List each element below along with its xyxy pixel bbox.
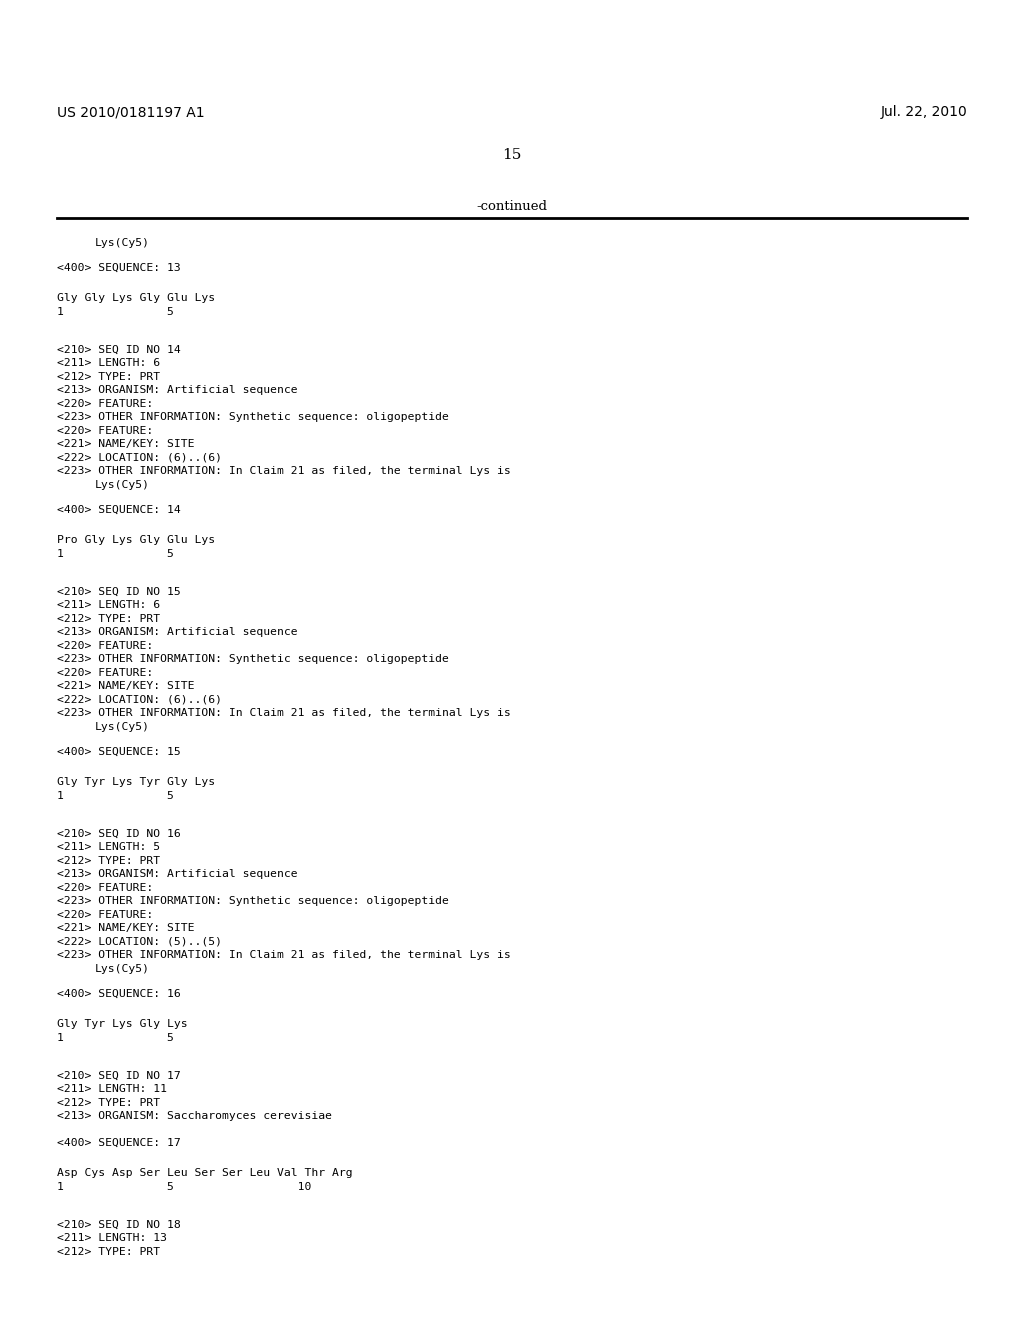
Text: Gly Tyr Lys Tyr Gly Lys: Gly Tyr Lys Tyr Gly Lys: [57, 777, 215, 787]
Text: <213> ORGANISM: Artificial sequence: <213> ORGANISM: Artificial sequence: [57, 627, 298, 638]
Text: Lys(Cy5): Lys(Cy5): [95, 480, 150, 490]
Text: <212> TYPE: PRT: <212> TYPE: PRT: [57, 614, 160, 624]
Text: <211> LENGTH: 11: <211> LENGTH: 11: [57, 1084, 167, 1094]
Text: <213> ORGANISM: Saccharomyces cerevisiae: <213> ORGANISM: Saccharomyces cerevisiae: [57, 1111, 332, 1121]
Text: Lys(Cy5): Lys(Cy5): [95, 238, 150, 248]
Text: 1               5: 1 5: [57, 549, 174, 558]
Text: <211> LENGTH: 5: <211> LENGTH: 5: [57, 842, 160, 851]
Text: <212> TYPE: PRT: <212> TYPE: PRT: [57, 855, 160, 866]
Text: <210> SEQ ID NO 18: <210> SEQ ID NO 18: [57, 1220, 181, 1230]
Text: <220> FEATURE:: <220> FEATURE:: [57, 642, 154, 651]
Text: <210> SEQ ID NO 14: <210> SEQ ID NO 14: [57, 345, 181, 355]
Text: <212> TYPE: PRT: <212> TYPE: PRT: [57, 372, 160, 381]
Text: <220> FEATURE:: <220> FEATURE:: [57, 668, 154, 678]
Text: <213> ORGANISM: Artificial sequence: <213> ORGANISM: Artificial sequence: [57, 869, 298, 879]
Text: <400> SEQUENCE: 17: <400> SEQUENCE: 17: [57, 1138, 181, 1148]
Text: <210> SEQ ID NO 17: <210> SEQ ID NO 17: [57, 1071, 181, 1081]
Text: <210> SEQ ID NO 15: <210> SEQ ID NO 15: [57, 587, 181, 597]
Text: <220> FEATURE:: <220> FEATURE:: [57, 426, 154, 436]
Text: Jul. 22, 2010: Jul. 22, 2010: [881, 106, 967, 119]
Text: 15: 15: [503, 148, 521, 162]
Text: US 2010/0181197 A1: US 2010/0181197 A1: [57, 106, 205, 119]
Text: <223> OTHER INFORMATION: Synthetic sequence: oligopeptide: <223> OTHER INFORMATION: Synthetic seque…: [57, 412, 449, 422]
Text: Lys(Cy5): Lys(Cy5): [95, 722, 150, 733]
Text: <400> SEQUENCE: 14: <400> SEQUENCE: 14: [57, 506, 181, 515]
Text: <222> LOCATION: (6)..(6): <222> LOCATION: (6)..(6): [57, 696, 222, 705]
Text: <223> OTHER INFORMATION: In Claim 21 as filed, the terminal Lys is: <223> OTHER INFORMATION: In Claim 21 as …: [57, 950, 511, 960]
Text: Pro Gly Lys Gly Glu Lys: Pro Gly Lys Gly Glu Lys: [57, 535, 215, 545]
Text: Lys(Cy5): Lys(Cy5): [95, 964, 150, 974]
Text: <212> TYPE: PRT: <212> TYPE: PRT: [57, 1098, 160, 1107]
Text: <220> FEATURE:: <220> FEATURE:: [57, 883, 154, 894]
Text: <222> LOCATION: (6)..(6): <222> LOCATION: (6)..(6): [57, 453, 222, 463]
Text: <211> LENGTH: 13: <211> LENGTH: 13: [57, 1233, 167, 1243]
Text: <223> OTHER INFORMATION: Synthetic sequence: oligopeptide: <223> OTHER INFORMATION: Synthetic seque…: [57, 653, 449, 664]
Text: <400> SEQUENCE: 15: <400> SEQUENCE: 15: [57, 747, 181, 756]
Text: <211> LENGTH: 6: <211> LENGTH: 6: [57, 358, 160, 368]
Text: <212> TYPE: PRT: <212> TYPE: PRT: [57, 1247, 160, 1257]
Text: <223> OTHER INFORMATION: In Claim 21 as filed, the terminal Lys is: <223> OTHER INFORMATION: In Claim 21 as …: [57, 466, 511, 477]
Text: <221> NAME/KEY: SITE: <221> NAME/KEY: SITE: [57, 923, 195, 933]
Text: <213> ORGANISM: Artificial sequence: <213> ORGANISM: Artificial sequence: [57, 385, 298, 395]
Text: -continued: -continued: [476, 201, 548, 213]
Text: <211> LENGTH: 6: <211> LENGTH: 6: [57, 601, 160, 610]
Text: <223> OTHER INFORMATION: Synthetic sequence: oligopeptide: <223> OTHER INFORMATION: Synthetic seque…: [57, 896, 449, 906]
Text: 1               5                  10: 1 5 10: [57, 1181, 311, 1192]
Text: <220> FEATURE:: <220> FEATURE:: [57, 399, 154, 409]
Text: 1               5: 1 5: [57, 308, 174, 317]
Text: <221> NAME/KEY: SITE: <221> NAME/KEY: SITE: [57, 440, 195, 449]
Text: Asp Cys Asp Ser Leu Ser Ser Leu Val Thr Arg: Asp Cys Asp Ser Leu Ser Ser Leu Val Thr …: [57, 1168, 352, 1177]
Text: <223> OTHER INFORMATION: In Claim 21 as filed, the terminal Lys is: <223> OTHER INFORMATION: In Claim 21 as …: [57, 708, 511, 718]
Text: <220> FEATURE:: <220> FEATURE:: [57, 909, 154, 920]
Text: 1               5: 1 5: [57, 791, 174, 801]
Text: <400> SEQUENCE: 16: <400> SEQUENCE: 16: [57, 989, 181, 999]
Text: 1               5: 1 5: [57, 1034, 174, 1043]
Text: <221> NAME/KEY: SITE: <221> NAME/KEY: SITE: [57, 681, 195, 690]
Text: <222> LOCATION: (5)..(5): <222> LOCATION: (5)..(5): [57, 937, 222, 946]
Text: <210> SEQ ID NO 16: <210> SEQ ID NO 16: [57, 829, 181, 840]
Text: <400> SEQUENCE: 13: <400> SEQUENCE: 13: [57, 263, 181, 273]
Text: Gly Tyr Lys Gly Lys: Gly Tyr Lys Gly Lys: [57, 1019, 187, 1030]
Text: Gly Gly Lys Gly Glu Lys: Gly Gly Lys Gly Glu Lys: [57, 293, 215, 304]
